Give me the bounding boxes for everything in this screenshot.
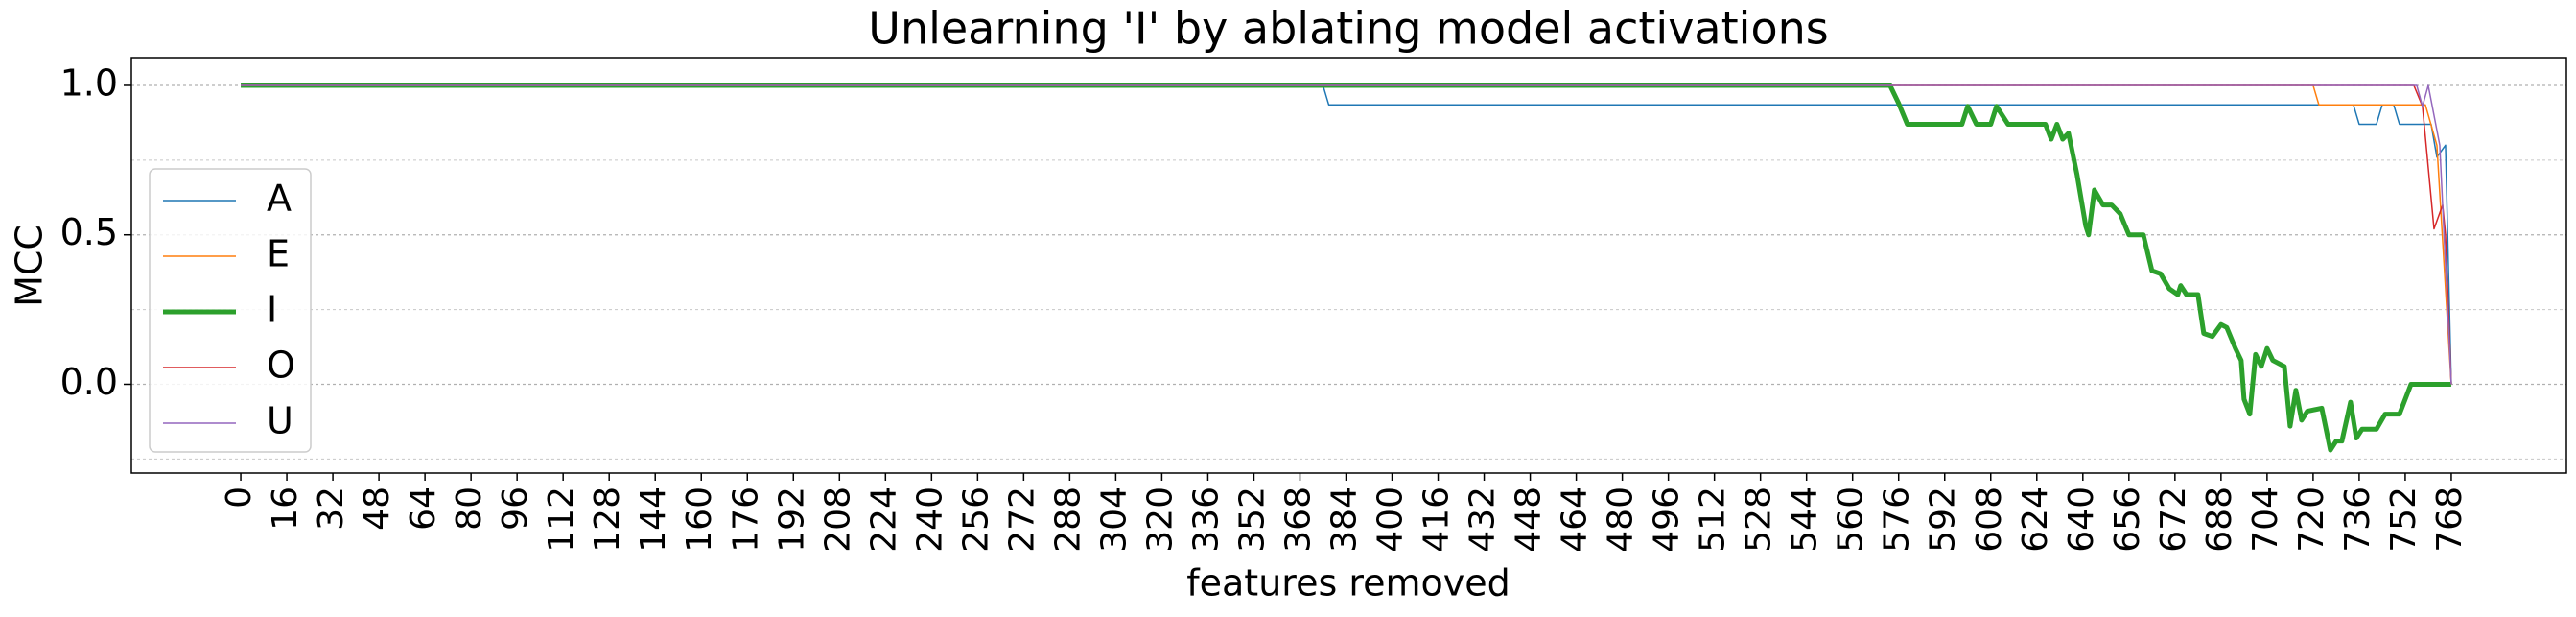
- x-tick-label: 400: [1371, 486, 1411, 553]
- x-tick-label: 0: [220, 486, 259, 509]
- x-tick-label: 384: [1324, 486, 1364, 553]
- x-tick-label: 592: [1924, 486, 1963, 553]
- x-tick-label: 96: [496, 486, 535, 531]
- x-tick-label: 336: [1186, 486, 1226, 553]
- x-tick-label: 688: [2200, 486, 2239, 553]
- x-tick-label: 528: [1740, 486, 1779, 553]
- x-tick-label: 480: [1602, 486, 1641, 553]
- x-tick-label: 464: [1556, 486, 1595, 553]
- x-tick-label: 560: [1832, 486, 1871, 553]
- x-tick-label: 496: [1648, 486, 1687, 553]
- x-tick-label: 720: [2292, 486, 2331, 553]
- x-tick-label: 512: [1694, 486, 1733, 553]
- legend-label: I: [267, 289, 277, 331]
- y-axis-label: MCC: [9, 225, 51, 307]
- x-tick-label: 416: [1417, 486, 1457, 553]
- x-tick-label: 624: [2016, 486, 2055, 553]
- x-tick-label: 16: [266, 486, 305, 531]
- x-tick-label: 672: [2154, 486, 2193, 553]
- x-tick-label: 272: [1002, 486, 1042, 553]
- legend-label: O: [267, 344, 295, 387]
- x-tick-label: 608: [1970, 486, 2009, 553]
- x-tick-label: 32: [312, 486, 351, 531]
- x-tick-label: 48: [358, 486, 397, 531]
- x-tick-label: 240: [910, 486, 949, 553]
- x-tick-label: 448: [1510, 486, 1549, 553]
- legend-label: A: [267, 178, 292, 220]
- x-tick-label: 288: [1048, 486, 1088, 553]
- x-tick-label: 256: [956, 486, 995, 553]
- x-tick-label: 432: [1464, 486, 1503, 553]
- x-tick-label: 80: [450, 486, 489, 531]
- series-line: [241, 84, 2452, 385]
- y-tick-label: 1.0: [60, 61, 118, 104]
- x-tick-label: 304: [1094, 486, 1134, 553]
- legend-label: E: [267, 233, 290, 275]
- x-tick-label: 656: [2108, 486, 2147, 553]
- x-tick-label: 176: [726, 486, 765, 553]
- x-tick-label: 320: [1140, 486, 1180, 553]
- y-tick-label: 0.5: [60, 211, 118, 253]
- x-tick-label: 192: [772, 486, 811, 553]
- x-tick-label: 144: [634, 486, 673, 553]
- legend-label: U: [267, 400, 293, 442]
- x-tick-label: 640: [2062, 486, 2101, 553]
- x-tick-label: 752: [2384, 486, 2424, 553]
- x-tick-label: 768: [2430, 486, 2470, 553]
- x-tick-label: 64: [404, 486, 443, 531]
- x-tick-label: 160: [680, 486, 719, 553]
- y-tick-label: 0.0: [60, 361, 118, 403]
- x-tick-label: 128: [588, 486, 627, 553]
- x-tick-label: 736: [2338, 486, 2377, 553]
- x-axis-label: features removed: [1186, 562, 1510, 605]
- chart-title: Unlearning 'I' by ablating model activat…: [868, 3, 1828, 55]
- x-tick-label: 112: [542, 486, 581, 553]
- x-tick-label: 544: [1786, 486, 1825, 553]
- x-tick-label: 368: [1278, 486, 1318, 553]
- series-line: [241, 83, 2451, 453]
- plot-frame: [130, 57, 2567, 474]
- x-tick-label: 208: [818, 486, 857, 553]
- x-tick-label: 352: [1232, 486, 1272, 553]
- x-tick-label: 576: [1878, 486, 1917, 553]
- x-tick-label: 224: [864, 486, 903, 553]
- x-tick-label: 704: [2246, 486, 2285, 553]
